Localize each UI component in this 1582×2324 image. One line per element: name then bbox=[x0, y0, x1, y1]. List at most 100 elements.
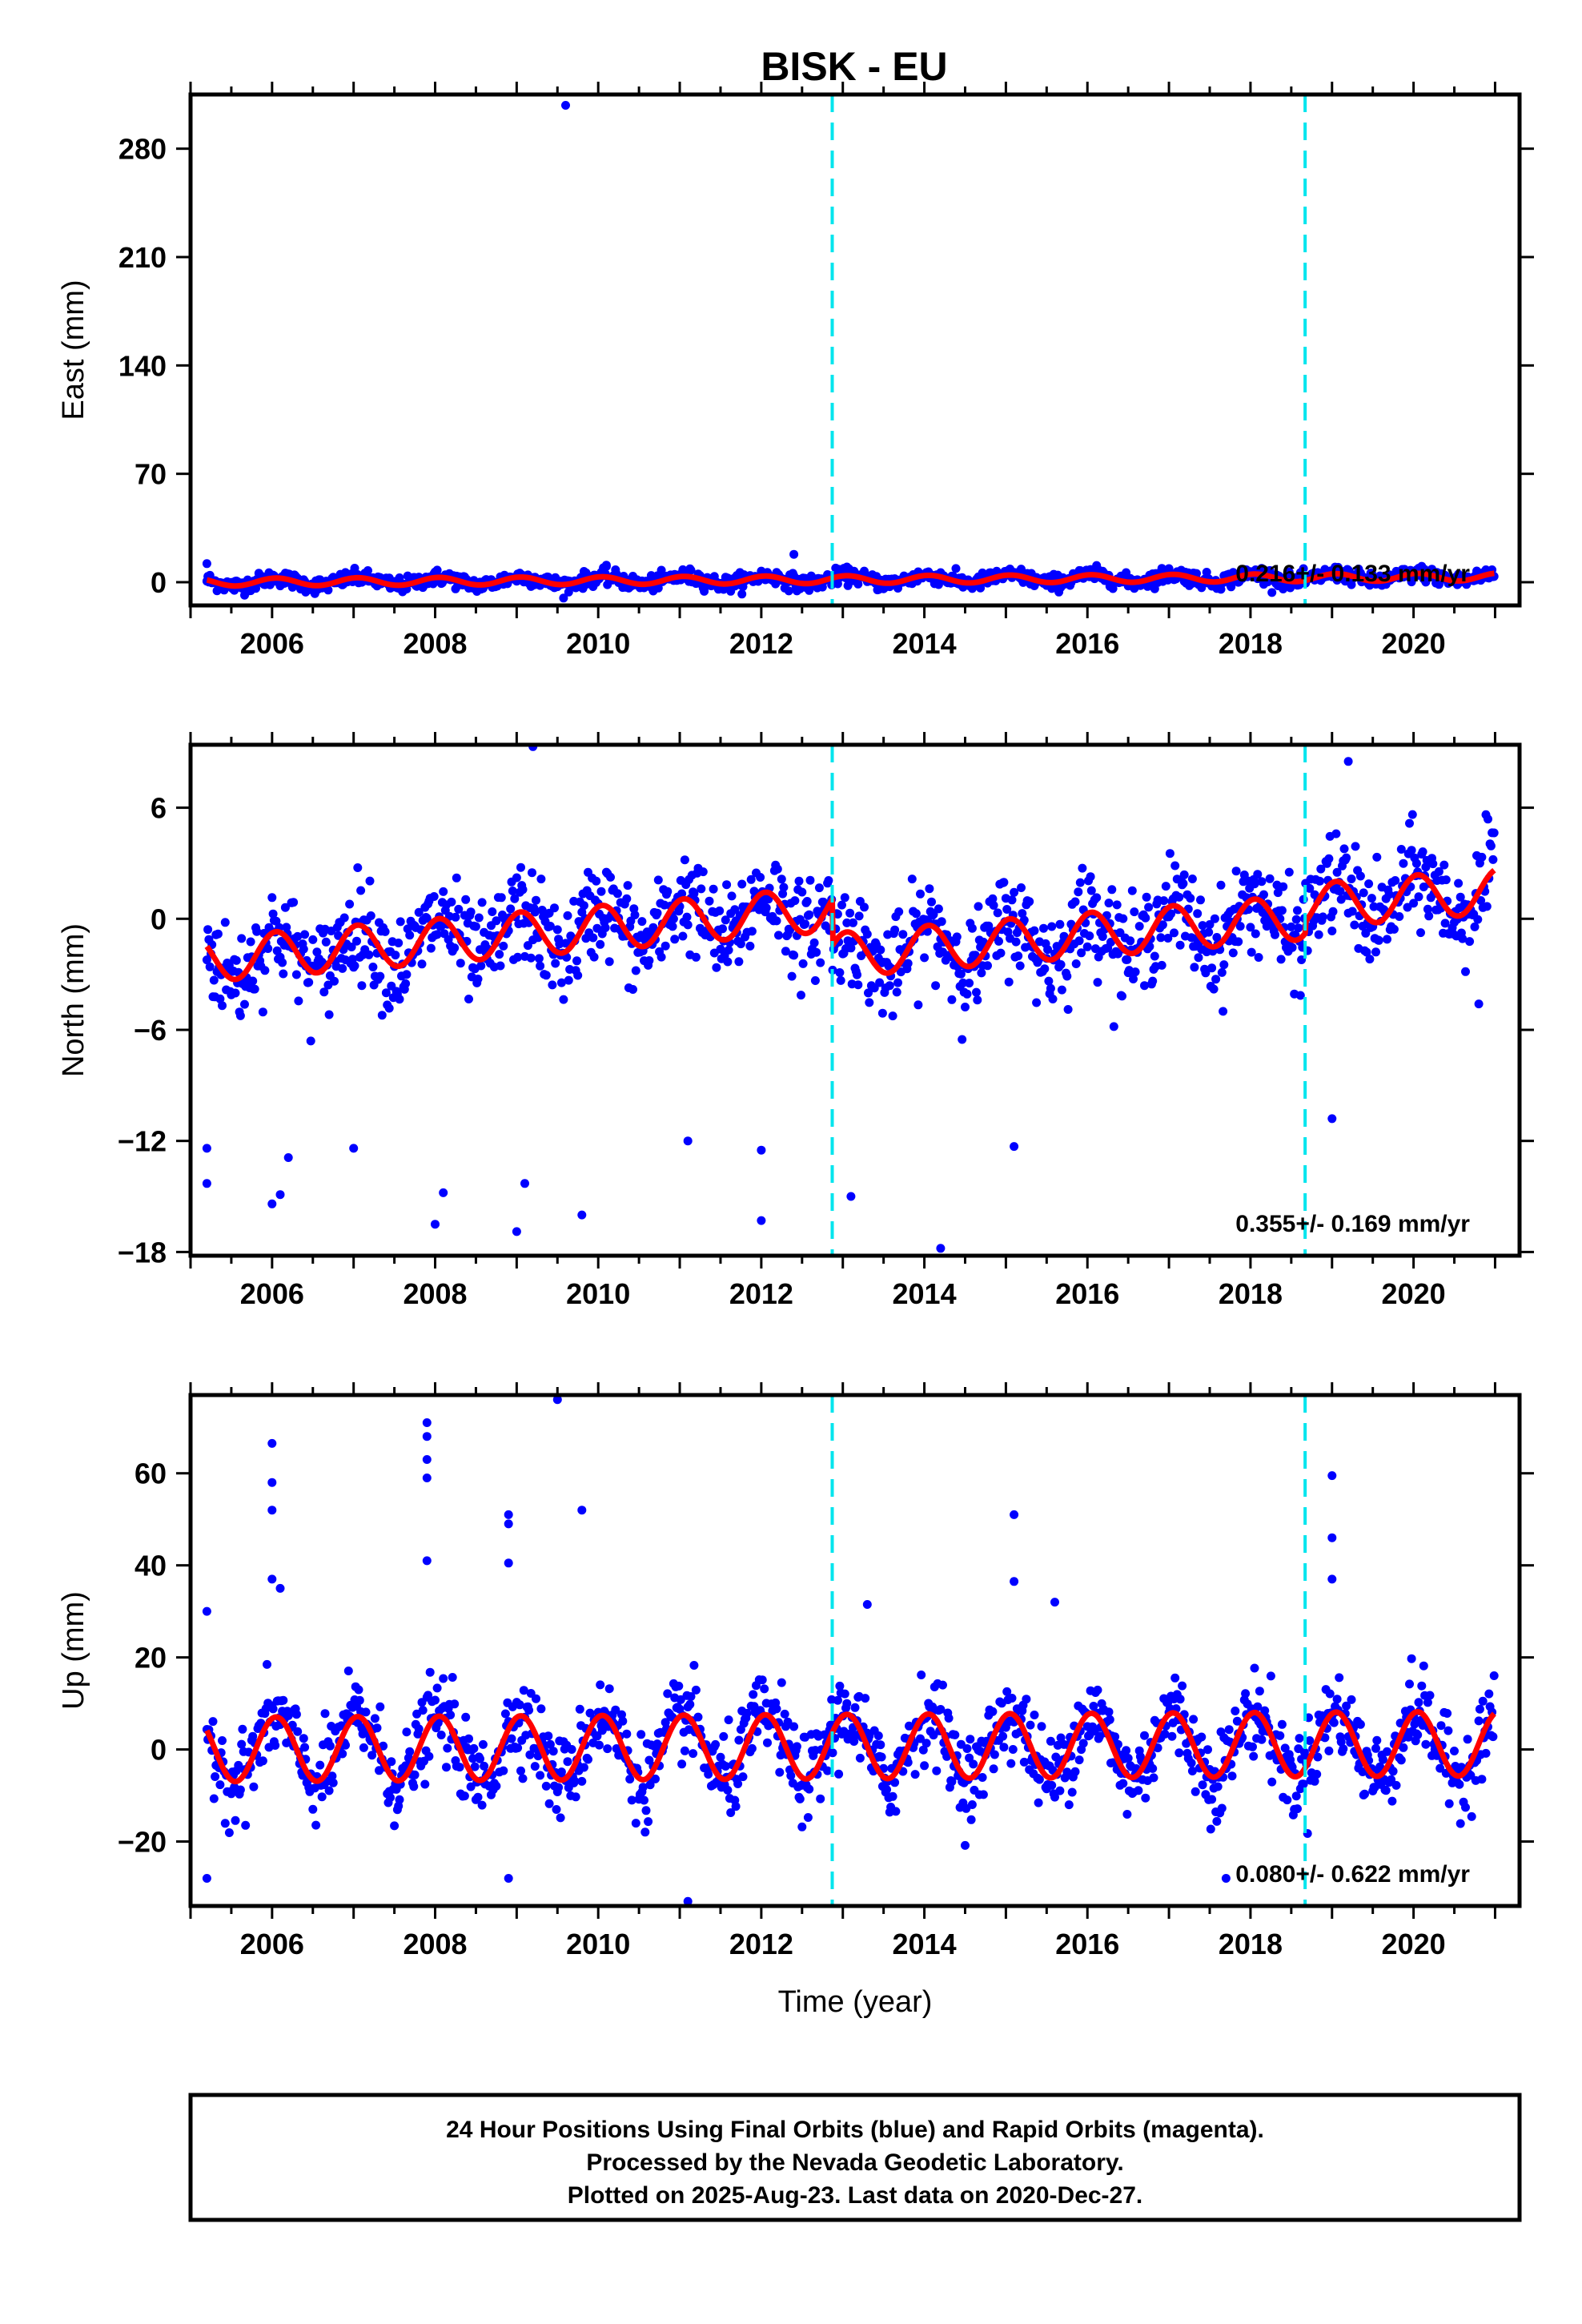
data-point bbox=[1193, 909, 1203, 919]
data-point bbox=[1417, 1681, 1427, 1691]
data-point bbox=[853, 970, 861, 979]
data-point bbox=[536, 1771, 545, 1780]
data-point bbox=[211, 1772, 220, 1781]
x-tick-label: 2020 bbox=[1382, 1277, 1446, 1310]
data-point bbox=[947, 1777, 957, 1787]
data-point bbox=[921, 1739, 931, 1748]
data-point bbox=[1156, 933, 1166, 943]
data-point bbox=[691, 952, 701, 962]
data-point bbox=[469, 1743, 479, 1753]
data-point bbox=[431, 1695, 440, 1705]
data-point bbox=[983, 961, 992, 971]
data-point bbox=[1086, 886, 1096, 895]
data-point bbox=[644, 956, 654, 965]
data-point bbox=[595, 1740, 604, 1750]
outlier-point bbox=[267, 1199, 277, 1208]
data-point bbox=[604, 1684, 614, 1694]
y-tick-label: 0 bbox=[151, 566, 167, 599]
data-point bbox=[515, 1700, 524, 1710]
data-point bbox=[1295, 1734, 1304, 1743]
data-point bbox=[384, 1003, 394, 1013]
data-point bbox=[1360, 1789, 1369, 1799]
data-point bbox=[1463, 1735, 1472, 1744]
data-point bbox=[308, 1804, 318, 1814]
data-point bbox=[719, 1731, 729, 1741]
data-point bbox=[548, 980, 557, 990]
data-point bbox=[1489, 1671, 1499, 1680]
data-point bbox=[279, 1695, 288, 1705]
data-point bbox=[789, 1722, 799, 1731]
outlier-point bbox=[422, 1556, 432, 1566]
data-point bbox=[474, 913, 484, 923]
data-point bbox=[724, 945, 733, 955]
data-point bbox=[1279, 882, 1288, 891]
data-point bbox=[937, 917, 946, 927]
north-rate-label: 0.355+/- 0.169 mm/yr bbox=[1235, 1211, 1470, 1237]
outlier-point bbox=[504, 1558, 513, 1568]
x-tick-label: 2006 bbox=[240, 627, 304, 660]
data-point bbox=[612, 889, 622, 899]
data-point bbox=[1335, 887, 1345, 896]
data-point bbox=[952, 932, 962, 942]
data-point bbox=[785, 925, 794, 935]
outlier-point bbox=[422, 1455, 432, 1464]
data-point bbox=[917, 1671, 926, 1679]
x-tick-label: 2014 bbox=[893, 1928, 957, 1960]
data-point bbox=[913, 1000, 923, 1010]
data-point bbox=[466, 907, 476, 917]
north-panel: 2006 2008 2010 2012 2014 2016 2018 2020 6 0 −6 −12 −… bbox=[57, 732, 1534, 1310]
outlier-point bbox=[504, 1874, 513, 1883]
data-point bbox=[686, 1692, 696, 1701]
data-point bbox=[942, 1751, 952, 1761]
data-point bbox=[1324, 854, 1334, 863]
data-point bbox=[361, 1707, 371, 1717]
data-point bbox=[965, 1753, 974, 1763]
outlier-point bbox=[512, 1227, 521, 1236]
data-point bbox=[653, 583, 663, 593]
data-point bbox=[450, 1699, 460, 1709]
y-tick-label: 140 bbox=[118, 349, 167, 382]
x-tick-label: 2016 bbox=[1055, 627, 1119, 660]
data-point bbox=[359, 1743, 368, 1752]
data-point bbox=[877, 1008, 887, 1018]
data-point bbox=[1189, 1715, 1199, 1724]
data-point bbox=[929, 910, 938, 919]
data-point bbox=[876, 945, 885, 955]
data-point bbox=[925, 884, 934, 894]
data-point bbox=[220, 1819, 230, 1828]
data-point bbox=[888, 1791, 897, 1801]
data-point bbox=[432, 565, 442, 575]
data-point bbox=[1032, 998, 1042, 1007]
y-tick-label: 60 bbox=[135, 1458, 167, 1490]
data-point bbox=[1022, 1695, 1031, 1704]
data-point bbox=[809, 938, 819, 947]
y-tick-label: 40 bbox=[135, 1550, 167, 1582]
data-point bbox=[237, 934, 247, 943]
data-point bbox=[516, 862, 525, 872]
data-point bbox=[1391, 1780, 1401, 1790]
data-point bbox=[1141, 1793, 1150, 1803]
data-point bbox=[1098, 932, 1107, 941]
data-point bbox=[622, 1729, 632, 1739]
x-tick-label: 2010 bbox=[566, 627, 630, 660]
data-point bbox=[756, 873, 765, 882]
data-point bbox=[321, 937, 331, 947]
data-point bbox=[476, 961, 486, 971]
data-point bbox=[422, 914, 432, 923]
data-point bbox=[287, 1720, 297, 1730]
data-point bbox=[1439, 860, 1449, 870]
data-point bbox=[727, 891, 737, 901]
data-point bbox=[1179, 870, 1189, 879]
data-point bbox=[390, 1821, 400, 1831]
data-point bbox=[231, 1815, 240, 1825]
data-point bbox=[1062, 971, 1072, 981]
outlier-point bbox=[275, 1190, 285, 1200]
data-point bbox=[570, 1776, 580, 1786]
x-tick-label: 2020 bbox=[1382, 1928, 1446, 1960]
data-point bbox=[293, 931, 303, 941]
footer-line-2: Processed by the Nevada Geodetic Laborat… bbox=[586, 2149, 1123, 2176]
outlier-point bbox=[846, 1192, 856, 1201]
data-point bbox=[395, 995, 404, 1004]
data-point bbox=[1165, 849, 1174, 858]
data-point bbox=[689, 1749, 698, 1759]
